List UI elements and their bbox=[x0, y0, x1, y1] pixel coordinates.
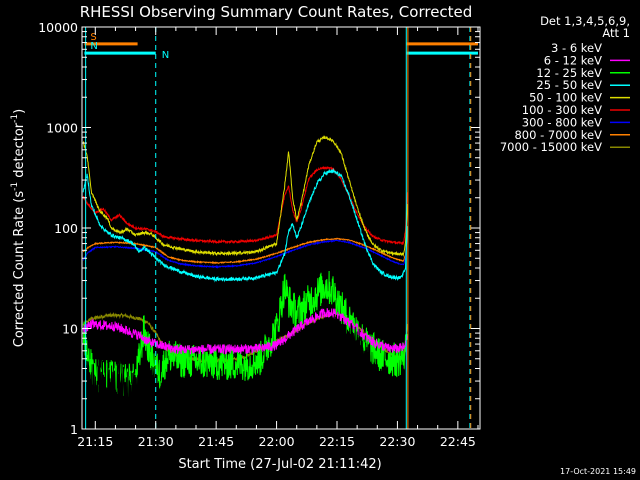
series-line-1 bbox=[82, 313, 408, 431]
series-layer bbox=[82, 134, 408, 431]
legend-label-7: 300 - 800 keV bbox=[522, 115, 602, 129]
series-line-3 bbox=[82, 270, 408, 397]
y-tick-label-2: 100 bbox=[54, 221, 78, 236]
x-tick-label-4: 22:15 bbox=[319, 434, 355, 449]
chart-title: RHESSI Observing Summary Count Rates, Co… bbox=[80, 3, 473, 21]
series-line-8 bbox=[82, 228, 408, 265]
flag-label-n-end: N bbox=[162, 50, 169, 61]
series-line-6 bbox=[82, 165, 408, 246]
flag-label-s: S bbox=[90, 32, 96, 43]
series-line-4 bbox=[82, 167, 408, 283]
y-tick-label-3: 1000 bbox=[46, 121, 78, 136]
x-tick-label-0: 21:15 bbox=[77, 434, 113, 449]
series-line-7 bbox=[82, 233, 408, 269]
y-tick-label-0: 1 bbox=[70, 422, 78, 437]
y-axis-label: Corrected Count Rate (s-1 detector-1) bbox=[10, 109, 27, 347]
x-tick-label-5: 22:30 bbox=[379, 434, 415, 449]
series-line-2 bbox=[82, 308, 408, 355]
legend-label-5: 50 - 100 keV bbox=[529, 91, 602, 105]
legend-header-line2: Att 1 bbox=[602, 26, 630, 40]
y-tick-label-1: 10 bbox=[62, 322, 78, 337]
legend-header-line1: Det 1,3,4,5,6,9, bbox=[540, 14, 630, 28]
legend-label-8: 800 - 7000 keV bbox=[514, 128, 602, 142]
x-tick-label-2: 21:45 bbox=[198, 434, 234, 449]
x-axis-label: Start Time (27-Jul-02 21:11:42) bbox=[178, 457, 381, 472]
y-tick-label-4: 10000 bbox=[38, 20, 78, 35]
legend-label-1: 3 - 6 keV bbox=[551, 41, 602, 55]
tick-layer: 21:15 21:30 21:45 22:00 22:15 22:30 22:45 1 10 10… bbox=[38, 20, 480, 449]
legend-label-3: 12 - 25 keV bbox=[536, 66, 602, 80]
series-line-5 bbox=[82, 134, 408, 257]
legend-label-9: 7000 - 15000 keV bbox=[500, 140, 602, 154]
legend-label-4: 25 - 50 keV bbox=[536, 78, 602, 92]
flag-label-n: N bbox=[90, 41, 97, 52]
footer-timestamp: 17-Oct-2021 15:49 bbox=[560, 467, 636, 476]
x-tick-label-3: 22:00 bbox=[259, 434, 295, 449]
legend-label-6: 100 - 300 keV bbox=[522, 103, 602, 117]
legend-label-2: 6 - 12 keV bbox=[544, 53, 602, 67]
x-tick-label-1: 21:30 bbox=[138, 434, 174, 449]
plot-area: SNN 21:15 21:30 21:45 22:00 22:15 22:30 22:451… bbox=[38, 20, 481, 449]
x-tick-label-6: 22:45 bbox=[440, 434, 476, 449]
flag-layer: SNN bbox=[84, 32, 478, 61]
